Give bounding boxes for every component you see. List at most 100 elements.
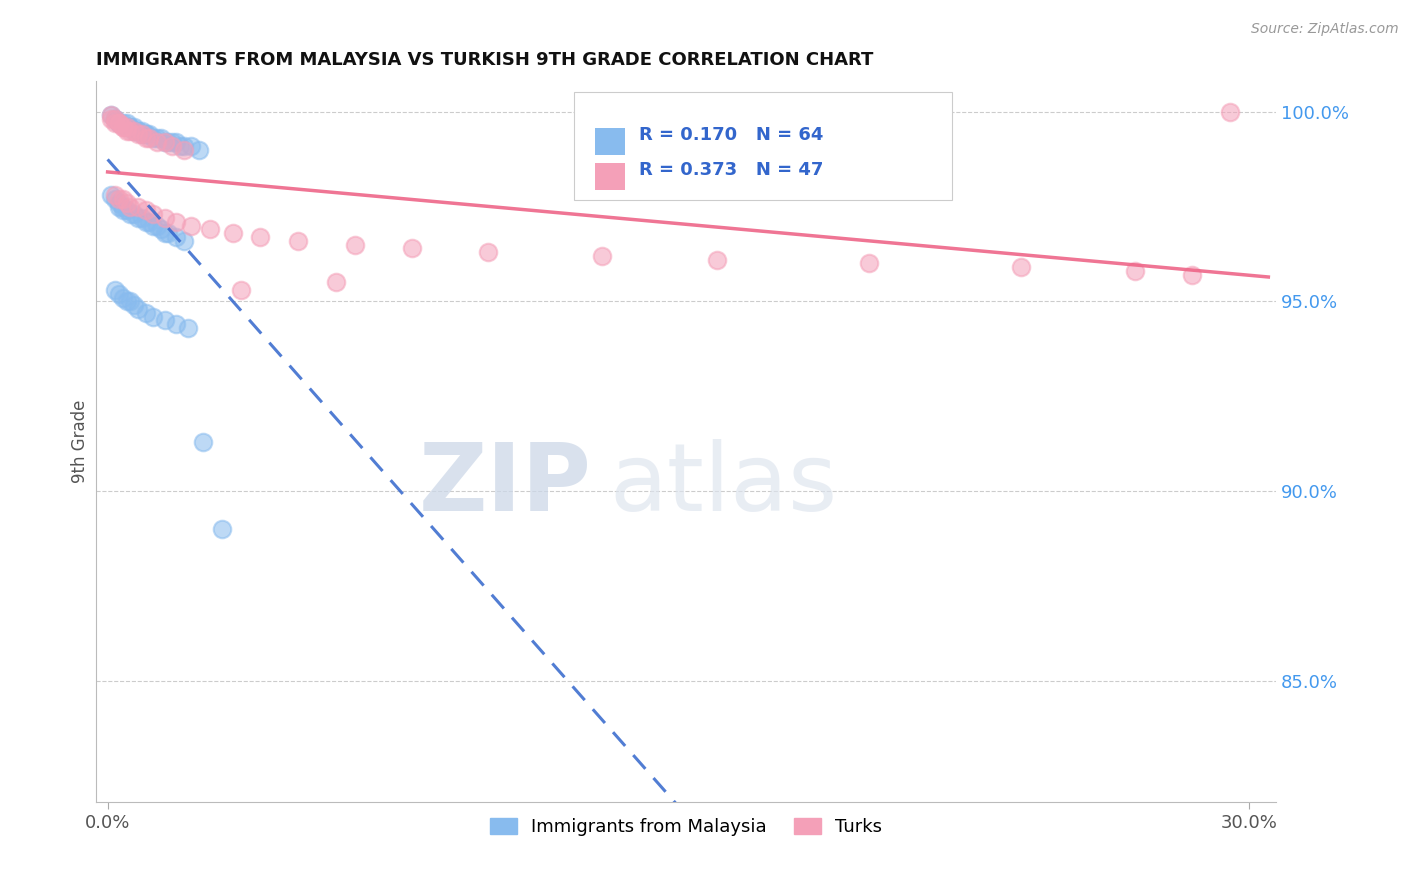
Point: [1123, 264, 1146, 278]
Point: [343, 237, 366, 252]
Point: [142, 219, 165, 233]
Point: [173, 234, 195, 248]
Point: [111, 291, 134, 305]
Point: [108, 200, 131, 214]
Text: Source: ZipAtlas.com: Source: ZipAtlas.com: [1251, 22, 1399, 37]
Point: [169, 139, 191, 153]
Point: [180, 139, 202, 153]
Point: [108, 286, 131, 301]
Point: [111, 116, 134, 130]
Point: [146, 131, 169, 145]
Point: [120, 294, 142, 309]
Point: [211, 522, 233, 536]
Point: [120, 120, 142, 134]
Point: [115, 195, 138, 210]
Point: [127, 211, 149, 225]
Point: [153, 135, 176, 149]
Point: [153, 211, 176, 225]
Point: [173, 143, 195, 157]
Point: [325, 276, 347, 290]
Point: [120, 200, 142, 214]
Point: [1181, 268, 1204, 282]
Point: [115, 120, 138, 134]
Point: [131, 211, 153, 225]
Point: [104, 283, 127, 297]
Point: [120, 207, 142, 221]
Point: [191, 434, 214, 449]
Point: [176, 321, 198, 335]
Point: [162, 135, 184, 149]
Point: [142, 310, 165, 324]
Point: [122, 207, 145, 221]
Point: [131, 128, 153, 142]
Point: [180, 219, 202, 233]
Point: [108, 116, 131, 130]
Point: [249, 230, 271, 244]
Point: [153, 135, 176, 149]
Point: [401, 241, 423, 255]
Point: [173, 139, 195, 153]
Point: [108, 195, 131, 210]
Text: R = 0.170   N = 64: R = 0.170 N = 64: [638, 126, 824, 144]
Text: ZIP: ZIP: [419, 439, 592, 531]
Point: [200, 222, 222, 236]
Point: [100, 112, 122, 127]
Point: [142, 207, 165, 221]
Point: [108, 116, 131, 130]
Point: [108, 116, 131, 130]
Point: [120, 120, 142, 134]
Point: [127, 200, 149, 214]
Point: [138, 131, 160, 145]
Y-axis label: 9th Grade: 9th Grade: [72, 401, 89, 483]
Point: [165, 135, 187, 149]
Point: [127, 301, 149, 316]
Point: [111, 192, 134, 206]
Point: [1010, 260, 1032, 275]
Point: [122, 123, 145, 137]
Point: [153, 226, 176, 240]
Point: [122, 123, 145, 137]
Point: [135, 215, 157, 229]
Point: [135, 131, 157, 145]
Point: [187, 143, 209, 157]
FancyBboxPatch shape: [595, 128, 624, 155]
Point: [149, 222, 172, 236]
Point: [162, 139, 184, 153]
FancyBboxPatch shape: [574, 92, 952, 201]
Point: [111, 200, 134, 214]
Point: [122, 120, 145, 134]
Point: [127, 128, 149, 142]
Point: [165, 230, 187, 244]
Point: [111, 120, 134, 134]
Point: [146, 219, 169, 233]
Point: [115, 203, 138, 218]
Point: [157, 135, 180, 149]
Point: [104, 188, 127, 202]
Point: [165, 215, 187, 229]
Point: [135, 306, 157, 320]
Point: [165, 317, 187, 331]
Point: [104, 192, 127, 206]
Point: [131, 128, 153, 142]
Point: [120, 123, 142, 137]
Point: [115, 123, 138, 137]
Point: [108, 192, 131, 206]
Point: [287, 234, 309, 248]
Point: [108, 116, 131, 130]
Text: atlas: atlas: [609, 439, 838, 531]
Point: [104, 112, 127, 127]
Point: [122, 298, 145, 312]
Point: [157, 226, 180, 240]
Point: [1219, 104, 1241, 119]
Point: [146, 135, 169, 149]
Point: [104, 112, 127, 127]
Point: [222, 226, 245, 240]
Point: [131, 123, 153, 137]
Point: [115, 294, 138, 309]
Point: [100, 188, 122, 202]
Point: [138, 215, 160, 229]
Point: [104, 116, 127, 130]
Legend: Immigrants from Malaysia, Turks: Immigrants from Malaysia, Turks: [482, 811, 890, 844]
Point: [142, 131, 165, 145]
Point: [115, 120, 138, 134]
